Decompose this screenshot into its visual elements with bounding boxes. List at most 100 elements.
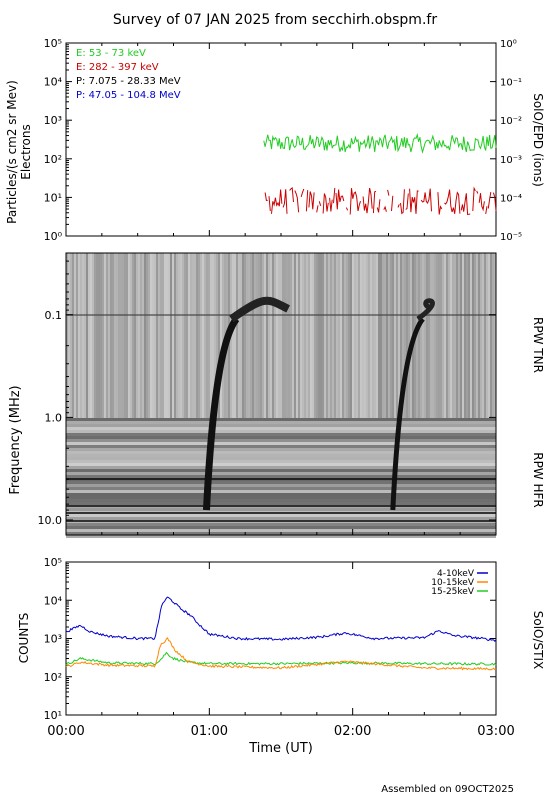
rpw-noise-column [264,253,266,418]
rpw-noise-column [400,253,402,418]
time-tick-label: 00:00 [47,724,84,739]
rpw-hfr-band [66,466,496,469]
rpw-noise-column [250,253,252,418]
time-axis-label: Time (UT) [248,741,313,756]
rpw-noise-column [430,253,432,418]
epd-right-axis: 10⁻⁵ 10⁻⁴ 10⁻³ 10⁻² 10⁻¹ 10⁰ [490,39,522,243]
rpw-noise-column [158,253,160,418]
rpw-noise-column [258,253,260,418]
rpw-noise-column [272,253,274,418]
rpw-noise-column [398,253,400,418]
rpw-noise-column [256,253,258,418]
rpw-noise-column [284,253,286,418]
stix-tick-label: 10³ [44,633,62,646]
rpw-noise-column [176,253,178,418]
rpw-noise-column [350,253,352,418]
rpw-noise-column [174,253,176,418]
rpw-noise-column [434,253,436,418]
rpw-noise-column [442,253,444,418]
rpw-noise-column [388,253,390,418]
rpw-noise-column [128,253,130,418]
rpw-noise-column [394,253,396,418]
rpw-hfr-band [66,469,496,472]
rpw-noise-column [162,253,164,418]
rpw-hfr-label: RPW HFR [531,452,545,508]
rpw-noise-column [340,253,342,418]
rpw-noise-column [404,253,406,418]
rpw-noise-column [490,253,492,418]
rpw-hfr-band [66,490,496,493]
rpw-hfr-band [66,418,496,421]
stix-legend-label: 10-15keV [431,578,475,588]
rpw-noise-column [188,253,190,418]
rpw-noise-column [320,253,322,418]
epd-left-tick-label: 10³ [44,114,62,127]
rpw-noise-column [290,253,292,418]
rpw-noise-column [182,253,184,418]
rpw-noise-column [248,253,250,418]
rpw-noise-column [310,253,312,418]
rpw-noise-column [354,253,356,418]
time-tick-label: 03:00 [477,724,514,739]
rpw-noise-column [124,253,126,418]
stix-right-label: SolO/STIX [531,611,545,670]
rpw-noise-column [370,253,372,418]
rpw-noise-column [214,253,216,418]
rpw-noise-column [110,253,112,418]
stix-tick-label: 10² [44,671,62,684]
rpw-burst-tail [229,296,290,323]
stix-left-axis: 10¹ 10² 10³ 10⁴ 10⁵ [44,556,496,722]
rpw-noise-column [448,253,450,418]
epd-left-tick-label: 10⁰ [44,230,63,243]
rpw-noise-column [460,253,462,418]
rpw-hfr-band [66,433,496,436]
stix-series-line [65,651,497,666]
rpw-noise-column [406,253,408,418]
rpw-noise-column [184,253,186,418]
rpw-noise-column [474,253,476,418]
rpw-noise-column [246,253,248,418]
rpw-noise-column [164,253,166,418]
epd-right-tick-label: 10⁻¹ [500,78,522,89]
rpw-noise-column [96,253,98,418]
rpw-noise-column [202,253,204,418]
rpw-noise-column [470,253,472,418]
rpw-noise-column [260,253,262,418]
rpw-dark-line [66,478,496,480]
rpw-noise-column [392,253,394,418]
rpw-noise-column [298,253,300,418]
stix-tick-label: 10¹ [44,709,62,722]
rpw-noise-column [422,253,424,418]
rpw-noise-column [132,253,134,418]
epd-right-tick-label: 10⁻⁵ [500,232,522,243]
stix-series-line [65,636,497,671]
rpw-hfr-band [66,463,496,466]
epd-right-label: SolO/EPD (ions) [531,93,545,187]
rpw-noise-column [426,253,428,418]
rpw-noise-column [262,253,264,418]
rpw-noise-column [402,253,404,418]
epd-legend-entry: P: 7.075 - 28.33 MeV [76,76,181,87]
rpw-noise-column [102,253,104,418]
rpw-noise-column [334,253,336,418]
rpw-noise-column [476,253,478,418]
rpw-noise-column [328,253,330,418]
stix-tick-label: 10⁴ [44,594,63,607]
rpw-noise-column [408,253,410,418]
rpw-noise-column [466,253,468,418]
rpw-noise-column [116,253,118,418]
rpw-noise-column [358,253,360,418]
rpw-noise-column [278,253,280,418]
epd-series-line-low-energy [263,132,497,154]
rpw-noise-column [192,253,194,418]
rpw-tick-label: 1.0 [45,411,63,424]
rpw-noise-column [482,253,484,418]
epd-right-tick-label: 10⁰ [500,39,517,50]
rpw-noise-column [144,253,146,418]
rpw-noise-column [472,253,474,418]
stix-legend-label: 15-25keV [431,587,475,597]
rpw-hfr-band [66,484,496,487]
rpw-noise-column [142,253,144,418]
